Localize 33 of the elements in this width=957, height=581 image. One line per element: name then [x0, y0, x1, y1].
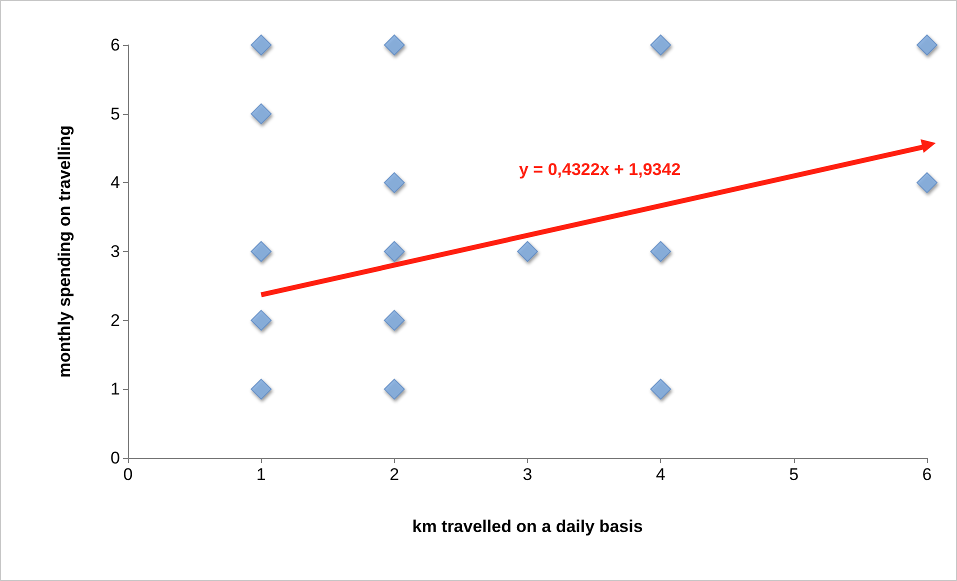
point	[650, 378, 672, 400]
y-tick-label: 2	[110, 310, 120, 330]
y-axis-title: monthly spending on travelling	[55, 125, 74, 378]
x-tick-label: 5	[789, 465, 799, 484]
point	[384, 310, 405, 331]
point	[250, 378, 272, 400]
annotation: y = 0,4322x + 1,9342	[519, 160, 681, 179]
x-tick-label: 0	[123, 465, 133, 484]
point	[650, 34, 672, 56]
x-tick-label: 2	[390, 465, 400, 484]
x-tick-label: 6	[922, 465, 932, 484]
y-tick-label: 1	[110, 380, 120, 399]
point	[916, 34, 938, 56]
point	[384, 378, 405, 400]
point	[517, 241, 538, 262]
point	[250, 241, 272, 262]
point	[384, 241, 405, 262]
point	[384, 172, 405, 194]
x-axis-title: km travelled on a daily basis	[412, 517, 643, 536]
point	[250, 310, 272, 331]
x-tick-label: 1	[256, 465, 266, 484]
y-tick-label: 4	[110, 173, 120, 192]
point	[250, 103, 272, 124]
y-tick-label: 0	[110, 448, 120, 468]
y-tick-label: 3	[110, 242, 120, 261]
point	[250, 34, 272, 56]
x-tick-label: 3	[522, 465, 532, 484]
y-tick-label: 6	[110, 36, 120, 54]
point	[916, 172, 938, 194]
point	[384, 34, 405, 56]
x-tick-label: 4	[656, 465, 666, 484]
point	[650, 241, 672, 262]
y-tick-label: 5	[110, 104, 120, 124]
